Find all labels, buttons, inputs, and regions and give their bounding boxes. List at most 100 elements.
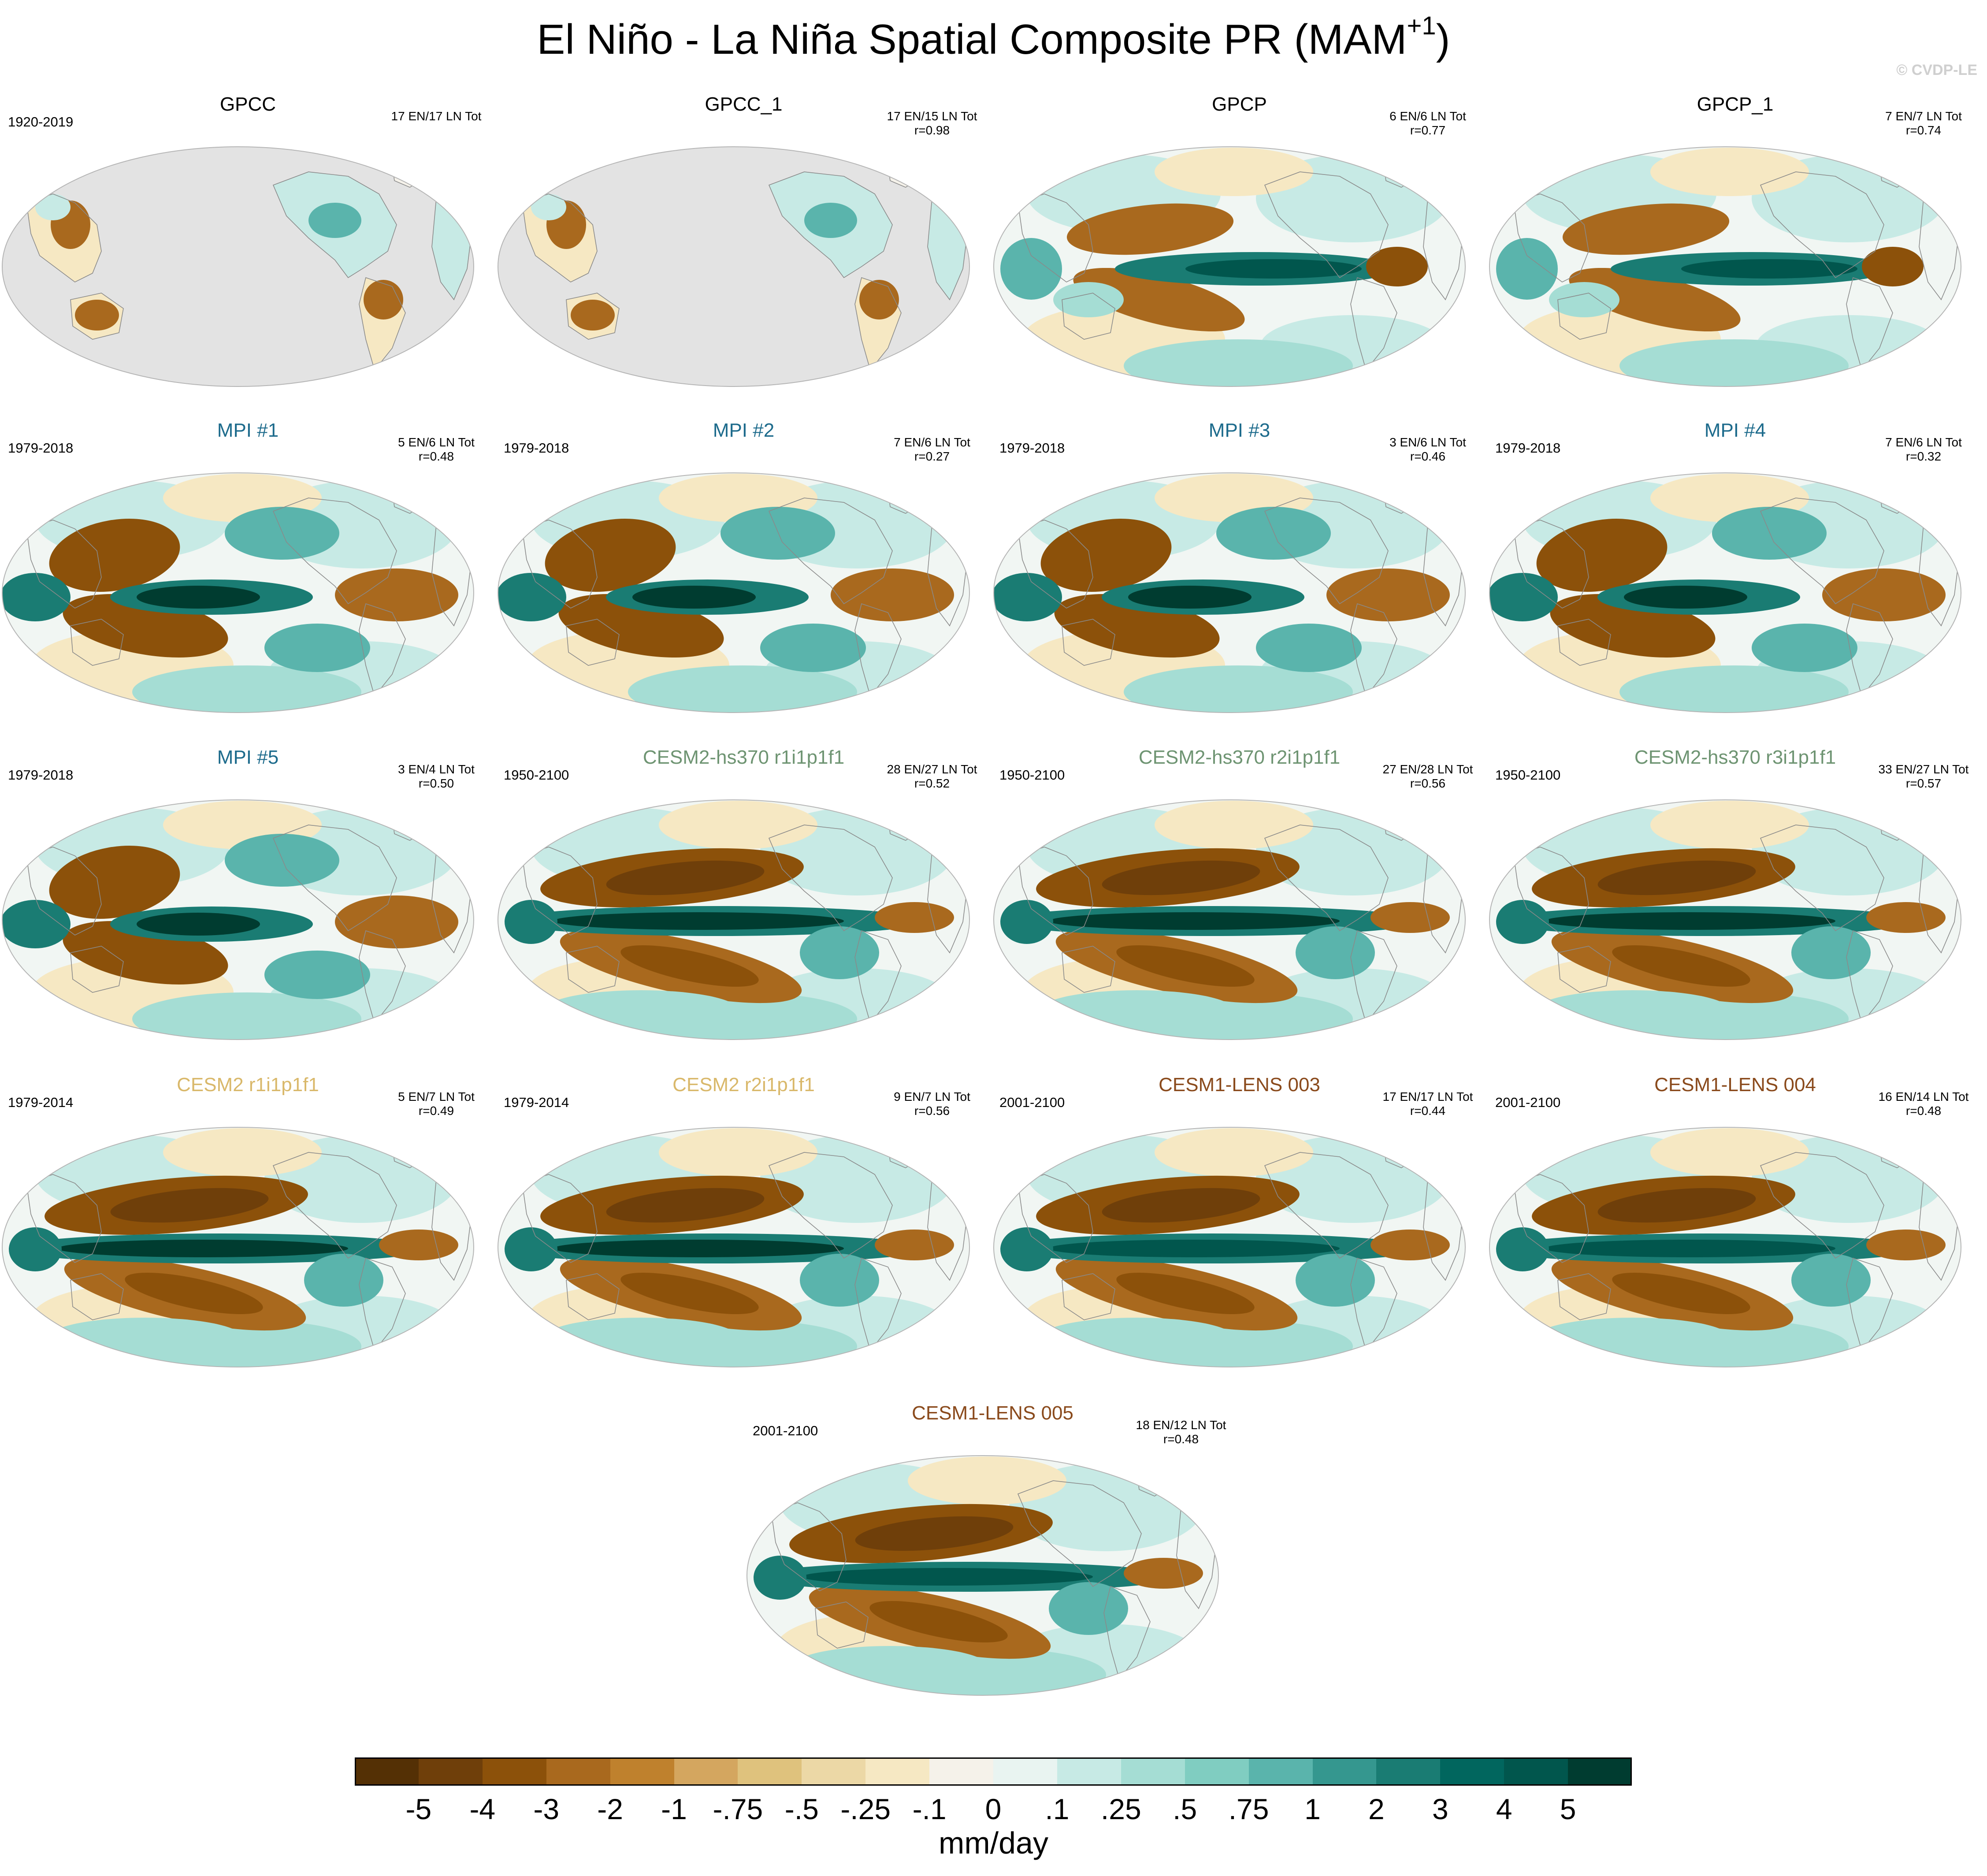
- panel-pattern-correlation: r=0.44: [1410, 1104, 1446, 1118]
- field-pale-n: [1155, 801, 1313, 849]
- panel-pattern-correlation: r=0.32: [1905, 449, 1942, 463]
- coastline-3: [1846, 277, 1893, 371]
- panel-pattern-correlation: r=0.49: [418, 1104, 454, 1118]
- figure-title-suffix: ): [1436, 16, 1450, 63]
- coastline-2: [1760, 825, 1884, 932]
- coastline-1: [70, 946, 124, 993]
- map-outline: [993, 1127, 1466, 1367]
- panel-years: 1979-2018: [999, 440, 1065, 456]
- panel-title: CESM2 r1i1p1f1: [177, 1074, 319, 1096]
- coastline-1: [566, 619, 620, 666]
- coastline-3: [1350, 277, 1397, 371]
- coastline-0: [1513, 193, 1589, 282]
- precip-anomaly-field: [1496, 801, 1959, 1040]
- colorbar-box: [1121, 1757, 1185, 1786]
- panel-map: [1489, 1127, 1961, 1367]
- map-outline: [1489, 1127, 1961, 1367]
- wet-north-pacific: [1712, 507, 1827, 560]
- coastline-2: [1264, 825, 1389, 932]
- dry-north-core: [1102, 1188, 1260, 1223]
- wet-north-pacific: [721, 507, 835, 560]
- coastline-2: [272, 825, 397, 932]
- panel-title: CESM1-LENS 004: [1654, 1074, 1816, 1096]
- map-panel-cesm1-lens-005: CESM1-LENS 005 2001-2100 18 EN/12 LN Tot r=…: [745, 1401, 1240, 1719]
- panel-pattern-correlation: r=0.98: [914, 123, 950, 137]
- panel-title: CESM2-hs370 r3i1p1f1: [1634, 747, 1836, 768]
- panel-stats: 27 EN/28 LN Tot r=0.56: [1370, 762, 1485, 791]
- map-outline: [2, 146, 474, 387]
- panel-event-counts: 3 EN/4 LN Tot: [398, 762, 475, 776]
- coastline-3: [359, 277, 406, 371]
- coastline-1: [1557, 946, 1611, 993]
- panel-map: [2, 472, 474, 713]
- precip-anomaly-field: [505, 801, 968, 1040]
- precip-anomaly-field: [9, 1128, 472, 1367]
- panel-map: [747, 1455, 1219, 1696]
- field-mint-s: [1619, 339, 1849, 386]
- map-panel-cesm2-hs370-r1: CESM2-hs370 r1i1p1f1 1950-2100 28 EN/27 LN…: [496, 746, 992, 1063]
- dry-north-band: [1562, 203, 1730, 255]
- dry-atlantic: [1370, 1230, 1450, 1260]
- map-panel-mpi-4: MPI #4 1979-2018 7 EN/6 LN Tot r=0.32: [1487, 419, 1983, 736]
- dry-north-core: [855, 1516, 1014, 1551]
- colorbar-tick-label: -2: [597, 1793, 623, 1825]
- coastline-1: [1557, 619, 1611, 666]
- colorbar-units: mm/day: [939, 1826, 1048, 1860]
- wet-north-pacific: [225, 507, 339, 560]
- field-pale-n: [1650, 1128, 1809, 1177]
- wet-indian-ocean: [2, 573, 71, 621]
- wet-indian-ocean: [1000, 900, 1053, 944]
- coastline-3: [854, 930, 902, 1024]
- precip-anomaly-field: [1000, 801, 1463, 1040]
- wet-southern-ocean: [1536, 990, 1730, 1030]
- wet-south-america: [1791, 1254, 1871, 1307]
- colorbar-box: [802, 1757, 866, 1786]
- coastline-2: [272, 1152, 397, 1259]
- coastline-3: [1350, 930, 1397, 1024]
- coastline-1: [70, 619, 124, 666]
- wet-indian-ocean: [2, 900, 71, 948]
- colorbar-tick-label: -.75: [713, 1793, 763, 1825]
- panel-title: CESM1-LENS 005: [912, 1402, 1073, 1424]
- map-panel-cesm1-lens-004: CESM1-LENS 004 2001-2100 16 EN/14 LN Tot r=…: [1487, 1073, 1983, 1390]
- coastline-1: [1557, 1273, 1611, 1320]
- panel-years: 1950-2100: [1495, 767, 1561, 783]
- coastline-2: [1760, 171, 1884, 279]
- precip-anomaly-field: [26, 158, 472, 371]
- map-outline: [498, 799, 970, 1040]
- colorbar-tick-label: -.5: [784, 1793, 819, 1825]
- panel-years: 1920-2019: [8, 114, 74, 130]
- panel-years: 1979-2014: [8, 1095, 74, 1110]
- colorbar-box: [1248, 1757, 1313, 1786]
- colorbar-box: [418, 1757, 483, 1786]
- wet-equatorial-core: [553, 1240, 844, 1257]
- map-outline: [2, 1127, 474, 1367]
- panel-pattern-correlation: r=0.46: [1410, 449, 1446, 463]
- colorbar-box: [865, 1757, 930, 1786]
- dry-atlantic: [335, 895, 458, 948]
- colorbar-box: [1440, 1757, 1504, 1786]
- dry-australia: [75, 300, 119, 331]
- coastline-3: [1846, 603, 1893, 697]
- wet-north-america: [308, 203, 361, 238]
- dry-south-core: [1612, 1272, 1750, 1315]
- map-panel-gpcp: GPCP 6 EN/6 LN Tot r=0.77: [992, 93, 1487, 410]
- colorbar-tick-label: -1: [661, 1793, 687, 1825]
- panel-title: MPI #5: [217, 747, 279, 768]
- panel-map: [498, 799, 970, 1040]
- colorbar-box: [1057, 1757, 1122, 1786]
- colorbar-tick-label: 0: [985, 1793, 1002, 1825]
- dry-south-america: [364, 280, 403, 319]
- colorbar-box: [1504, 1757, 1568, 1786]
- map-outline: [498, 1127, 970, 1367]
- panel-pattern-correlation: r=0.50: [418, 776, 454, 790]
- panel-title: CESM1-LENS 003: [1159, 1074, 1320, 1096]
- map-panel-mpi-3: MPI #3 1979-2018 3 EN/6 LN Tot r=0.46: [992, 419, 1487, 736]
- coastline-3: [1350, 603, 1397, 697]
- map-outline: [2, 472, 474, 713]
- wet-south-pacific: [760, 624, 866, 672]
- panel-pattern-correlation: r=0.48: [1163, 1432, 1199, 1446]
- colorbar-tick-label: 3: [1432, 1793, 1448, 1825]
- map-outline: [1489, 146, 1961, 387]
- map-outline: [1489, 472, 1961, 713]
